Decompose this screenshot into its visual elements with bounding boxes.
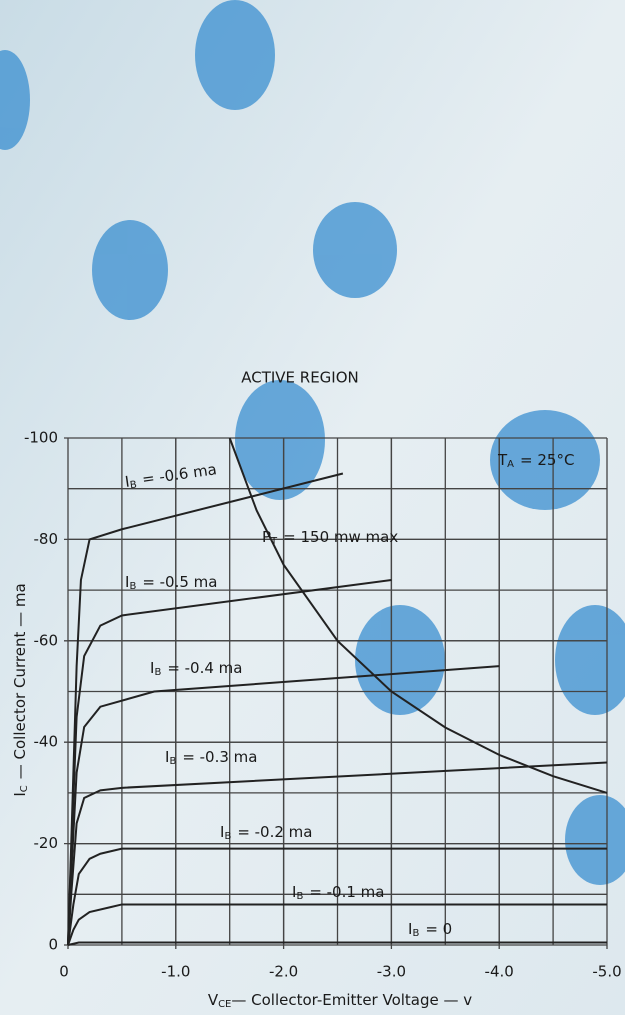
symbol: I xyxy=(292,883,296,901)
legend-label: = -0.4 ma xyxy=(167,659,242,677)
subscript: B xyxy=(129,581,136,592)
subscript: B xyxy=(129,479,137,491)
curve xyxy=(67,665,500,946)
label: IB = -0.4 ma xyxy=(150,659,243,679)
curve xyxy=(67,578,392,946)
y-tick-label: -100 xyxy=(24,429,58,447)
x-axis-label: — Collector-Emitter Voltage — v xyxy=(231,991,472,1009)
y-tick-label: 0 xyxy=(48,936,58,954)
symbol: T xyxy=(497,451,508,469)
symbol: I xyxy=(125,573,129,591)
y-tick-label: -40 xyxy=(34,733,59,751)
legend-label: = -0.2 ma xyxy=(237,823,312,841)
symbol: I xyxy=(165,748,169,766)
label: IC — Collector Current — ma xyxy=(11,583,31,796)
curve xyxy=(67,903,607,946)
symbol: V xyxy=(208,991,219,1009)
legend-label: = -0.3 ma xyxy=(182,748,257,766)
label: IB = 0 xyxy=(408,920,452,940)
label: PT = 150 mw max xyxy=(262,528,398,548)
label: IB = -0.2 ma xyxy=(220,823,313,843)
x-tick-label: -2.0 xyxy=(269,963,298,981)
x-tick-label: -4.0 xyxy=(485,963,514,981)
subscript: B xyxy=(154,667,161,678)
symbol: I xyxy=(150,659,154,677)
symbol: I xyxy=(11,792,29,796)
symbol: I xyxy=(220,823,224,841)
subscript: B xyxy=(296,891,303,902)
subscript: A xyxy=(507,459,514,470)
subscript: B xyxy=(412,928,419,939)
x-tick-label: -5.0 xyxy=(592,963,621,981)
annotation: = 150 mw max xyxy=(283,528,398,546)
label: IB = -0.3 ma xyxy=(165,748,258,768)
curve xyxy=(67,847,607,946)
label: VCE— Collector-Emitter Voltage — v xyxy=(208,991,472,1011)
subscript: C xyxy=(19,785,30,792)
symbol: I xyxy=(124,472,131,490)
label: TA = 25°C xyxy=(497,451,574,471)
x-tick-label: -3.0 xyxy=(377,963,406,981)
chart-title: ACTIVE REGION xyxy=(241,369,359,387)
curve xyxy=(67,941,607,946)
y-axis-label: — Collector Current — ma xyxy=(11,583,29,779)
y-tick-label: -60 xyxy=(34,631,59,649)
x-tick-label: -1.0 xyxy=(161,963,190,981)
label: IB = -0.5 ma xyxy=(125,573,218,593)
subscript: B xyxy=(224,831,231,842)
legend-label: = 0 xyxy=(425,920,452,938)
legend-label: = -0.1 ma xyxy=(309,883,384,901)
subscript: T xyxy=(270,536,278,547)
curve xyxy=(67,761,608,946)
symbol: P xyxy=(262,528,271,546)
subscript: CE xyxy=(218,999,231,1010)
curve xyxy=(228,437,608,794)
legend-label: = -0.5 ma xyxy=(142,573,217,591)
symbol: I xyxy=(408,920,412,938)
x-tick-label: 0 xyxy=(59,963,69,981)
y-tick-label: -80 xyxy=(34,530,59,548)
subscript: B xyxy=(169,756,176,767)
label: IB = -0.1 ma xyxy=(292,883,385,903)
y-tick-label: -20 xyxy=(34,834,59,852)
annotation: = 25°C xyxy=(520,451,574,469)
